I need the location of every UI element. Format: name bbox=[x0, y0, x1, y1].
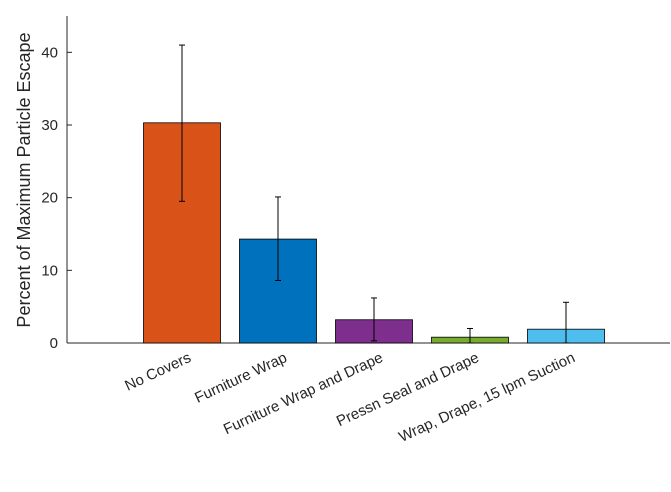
error-bar bbox=[563, 301, 569, 344]
y-tick-label: 40 bbox=[41, 44, 58, 61]
error-bar bbox=[179, 44, 185, 202]
x-tick-label: No Covers bbox=[122, 349, 193, 394]
y-tick-label: 0 bbox=[50, 335, 58, 352]
y-tick-label: 10 bbox=[41, 262, 58, 279]
error-bar bbox=[275, 196, 281, 282]
error-bars bbox=[179, 44, 569, 344]
x-tick-label: Furniture Wrap and Drape bbox=[221, 349, 386, 438]
y-tick-label: 30 bbox=[41, 117, 58, 134]
y-axis-label: Percent of Maximum Particle Escape bbox=[14, 32, 34, 327]
y-tick-label: 20 bbox=[41, 190, 58, 207]
y-tick-labels: 0 10 20 30 40 bbox=[41, 44, 58, 352]
error-bar bbox=[371, 297, 377, 342]
error-bar bbox=[467, 327, 473, 344]
x-tick-label: Wrap, Drape, 15 lpm Suction bbox=[396, 349, 577, 446]
